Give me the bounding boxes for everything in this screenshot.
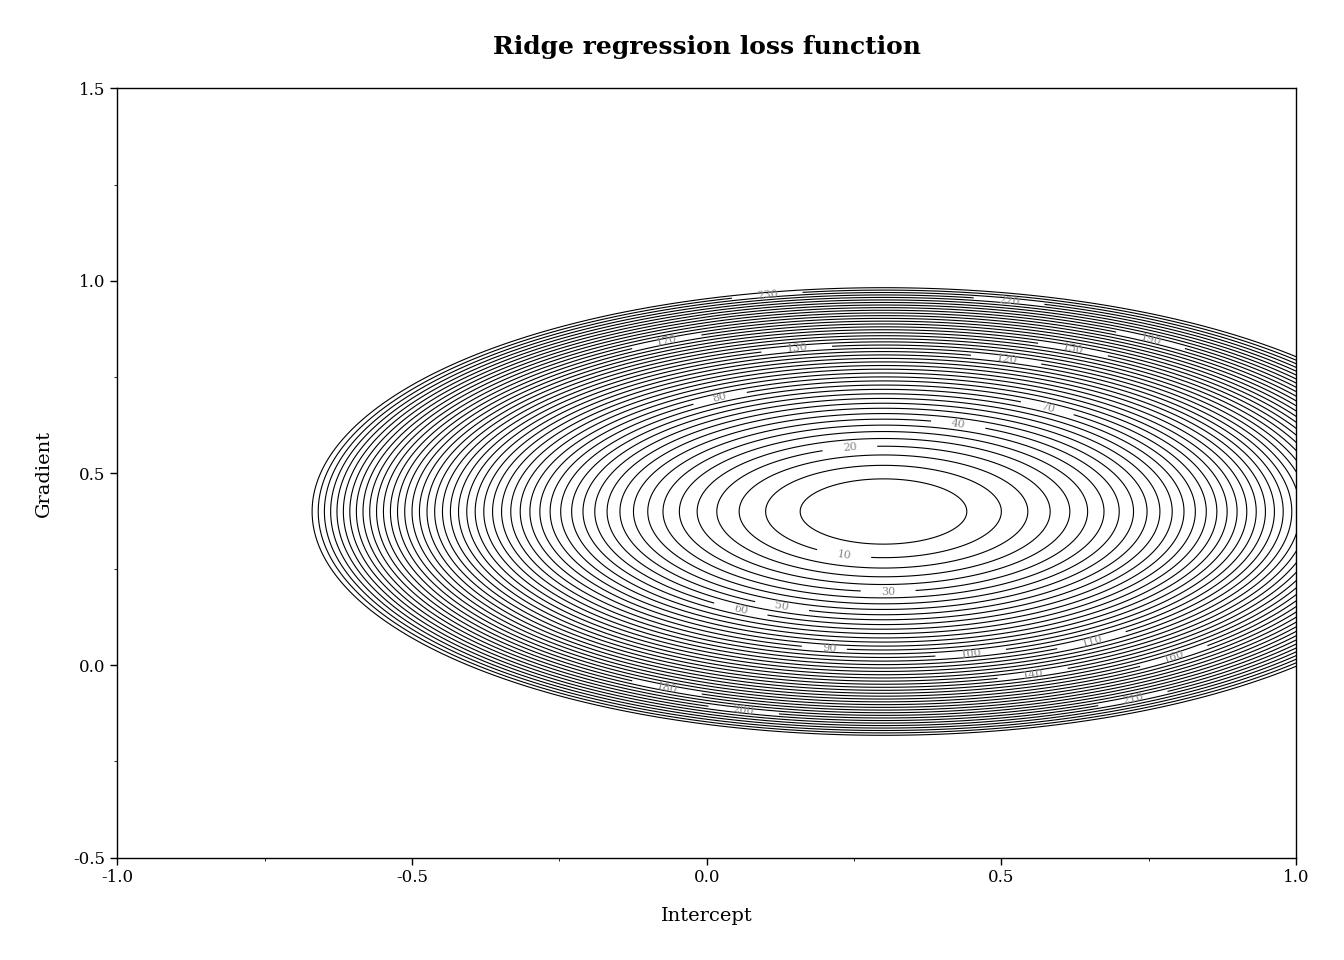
Text: 140: 140: [1021, 667, 1044, 681]
Text: 90: 90: [821, 643, 836, 654]
Text: 160: 160: [1163, 649, 1185, 665]
Text: 230: 230: [757, 289, 778, 300]
Text: 110: 110: [1081, 634, 1103, 649]
Text: 180: 180: [656, 681, 679, 695]
Text: 100: 100: [960, 647, 982, 660]
Text: 10: 10: [836, 549, 852, 561]
Y-axis label: Gradient: Gradient: [35, 429, 52, 516]
Text: 120: 120: [995, 352, 1017, 366]
Text: 50: 50: [774, 601, 790, 612]
Text: 40: 40: [950, 418, 966, 430]
Text: 210: 210: [1121, 692, 1145, 707]
Text: 70: 70: [1039, 401, 1055, 415]
Text: 150: 150: [1062, 342, 1085, 356]
Text: 200: 200: [732, 705, 755, 717]
Text: 60: 60: [732, 603, 749, 616]
Text: 80: 80: [712, 391, 728, 404]
Text: 30: 30: [880, 587, 895, 596]
Text: 190: 190: [1140, 332, 1163, 348]
Text: 130: 130: [786, 343, 808, 354]
Text: 170: 170: [656, 334, 679, 348]
X-axis label: Intercept: Intercept: [661, 907, 753, 925]
Text: 20: 20: [843, 442, 857, 453]
Title: Ridge regression loss function: Ridge regression loss function: [493, 35, 921, 59]
Text: 220: 220: [999, 295, 1020, 306]
